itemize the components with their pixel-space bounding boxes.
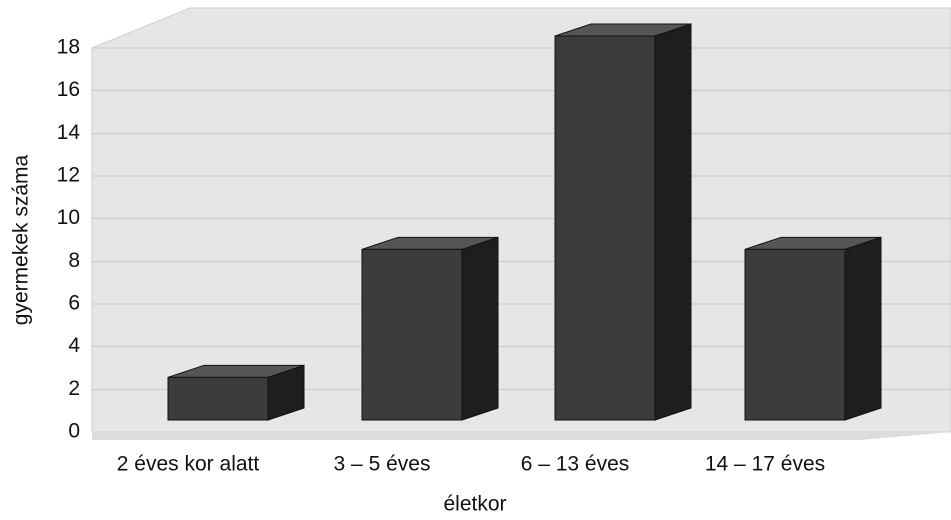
bar-side — [844, 236, 882, 421]
x-tick-label: 2 éves kor alatt — [117, 453, 260, 476]
y-tick-label: 4 — [68, 334, 80, 357]
bar — [744, 236, 882, 421]
bar-front — [744, 248, 846, 421]
x-axis-label: életkor — [443, 493, 506, 516]
bar — [167, 364, 305, 421]
floor — [92, 432, 951, 440]
bar-side — [654, 23, 692, 421]
y-tick-label: 6 — [68, 292, 80, 315]
bar-front — [361, 248, 463, 421]
bar-front — [554, 35, 656, 421]
y-tick-label: 16 — [57, 78, 80, 101]
back-wall — [91, 7, 951, 433]
y-tick-label: 2 — [68, 377, 80, 400]
y-tick-label: 18 — [57, 36, 80, 59]
bar — [361, 236, 499, 421]
bar — [554, 23, 692, 421]
bar-side — [461, 236, 499, 421]
x-tick-label: 6 – 13 éves — [521, 453, 630, 476]
y-tick-label: 8 — [68, 249, 80, 272]
x-tick-label: 3 – 5 éves — [334, 453, 431, 476]
x-tick-label: 14 – 17 éves — [705, 453, 825, 476]
y-tick-label: 10 — [57, 206, 80, 229]
y-tick-label: 14 — [57, 121, 81, 144]
y-tick-label: 0 — [68, 420, 80, 443]
bar-front — [167, 376, 269, 421]
y-tick-label: 12 — [57, 164, 80, 187]
y-axis-label: gyermekek száma — [10, 154, 33, 325]
